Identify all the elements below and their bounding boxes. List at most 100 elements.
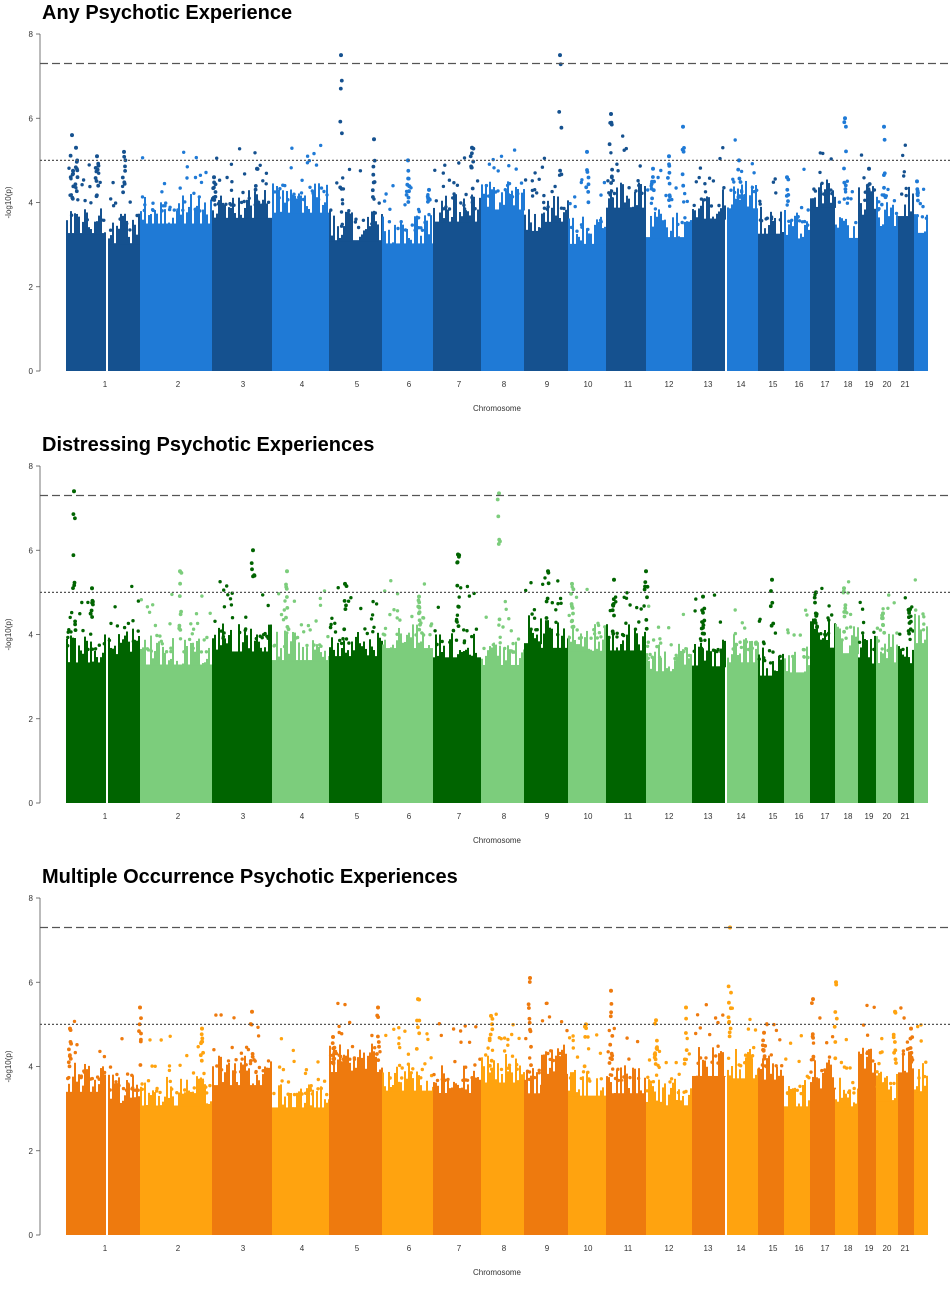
snp-point <box>496 189 499 192</box>
snp-peak-point <box>727 1015 731 1019</box>
snp-peak-point <box>585 168 589 172</box>
snp-peak-top <box>72 489 76 493</box>
snp-stripe <box>720 1051 722 1077</box>
snp-stripe <box>110 1099 112 1104</box>
snp-stripe <box>250 206 252 219</box>
snp-point <box>312 152 315 155</box>
snp-stripe <box>94 222 96 234</box>
snp-stripe <box>547 201 549 223</box>
snp-stripe <box>98 1084 100 1093</box>
snp-stripe <box>497 656 499 666</box>
snp-point <box>879 1085 882 1088</box>
snp-point <box>312 643 315 646</box>
snp-stripe <box>435 634 437 658</box>
snp-point <box>673 657 676 660</box>
snp-point <box>333 622 336 625</box>
x-tick-label: 1 <box>103 1244 108 1253</box>
snp-stripe <box>843 1090 845 1107</box>
snp-point <box>388 220 391 223</box>
snp-point <box>738 641 741 644</box>
snp-point <box>500 1037 503 1040</box>
snp-stripe <box>134 1097 136 1104</box>
snp-point <box>319 597 322 600</box>
snp-point <box>336 1002 339 1005</box>
snp-peak-top <box>570 582 574 586</box>
snp-stripe <box>702 1060 704 1077</box>
snp-stripe <box>592 1096 594 1097</box>
snp-stripe <box>495 210 497 211</box>
snp-point <box>341 198 344 201</box>
snp-point <box>575 230 578 233</box>
snp-peak-point <box>496 515 500 519</box>
snp-stripe <box>479 198 481 223</box>
snp-stripe <box>343 226 345 241</box>
snp-stripe <box>455 1083 457 1094</box>
snp-stripe <box>242 1065 244 1087</box>
snp-point <box>323 1080 326 1083</box>
snp-stripe <box>351 642 353 658</box>
snp-stripe <box>747 207 749 210</box>
snp-point <box>657 626 660 629</box>
snp-peak-top <box>372 137 376 141</box>
snp-stripe <box>551 1050 553 1075</box>
snp-point <box>214 1013 217 1016</box>
snp-stripe <box>739 653 741 663</box>
snp-point <box>677 656 680 659</box>
snp-point <box>625 147 628 150</box>
snp-peak-point <box>668 182 672 186</box>
snp-stripe <box>650 216 652 238</box>
snp-point <box>662 221 665 224</box>
snp-peak-point <box>415 1019 419 1023</box>
snp-point <box>517 1037 520 1040</box>
snp-stripe <box>688 222 690 238</box>
snp-stripe <box>278 190 280 214</box>
snp-point <box>474 1025 477 1028</box>
snp-peak-point <box>139 1040 143 1044</box>
snp-stripe <box>860 203 862 216</box>
snp-stripe <box>855 1104 857 1108</box>
snp-stripe <box>774 218 776 235</box>
snp-point <box>245 1046 248 1049</box>
snp-point <box>125 1089 128 1092</box>
snp-point <box>914 608 917 611</box>
snp-point <box>464 1066 467 1069</box>
snp-stripe <box>858 1052 860 1076</box>
snp-point <box>404 228 407 231</box>
snp-stripe <box>824 1071 826 1090</box>
snp-point <box>791 1091 794 1094</box>
snp-stripe <box>116 226 118 244</box>
snp-stripe <box>228 635 230 652</box>
snp-peak-top <box>343 582 347 586</box>
snp-stripe <box>882 224 884 227</box>
y-tick-label: 2 <box>29 715 34 724</box>
snp-stripe <box>652 227 654 239</box>
snp-stripe <box>731 1066 733 1079</box>
snp-point <box>507 617 510 620</box>
snp-point <box>244 629 247 632</box>
snp-point <box>688 1052 691 1055</box>
snp-point <box>881 647 884 650</box>
snp-stripe <box>264 190 266 219</box>
x-tick-label: 13 <box>704 1244 713 1253</box>
snp-stripe <box>638 1068 640 1094</box>
snp-point <box>545 1002 548 1005</box>
snp-point <box>670 1077 673 1080</box>
snp-stripe <box>902 655 904 665</box>
snp-peak-point <box>342 627 346 631</box>
snp-point <box>524 178 527 181</box>
snp-point <box>192 192 195 195</box>
snp-point <box>182 650 185 653</box>
snp-peak-top <box>212 175 216 179</box>
snp-point <box>503 1036 506 1039</box>
snp-peak-point <box>610 197 614 201</box>
snp-point <box>129 200 132 203</box>
snp-point <box>200 594 203 597</box>
snp-peak-point <box>608 1043 612 1047</box>
snp-point <box>865 1052 868 1055</box>
snp-stripe <box>830 1065 832 1090</box>
snp-stripe <box>216 214 218 219</box>
snp-point <box>574 205 577 208</box>
snp-peak-point <box>883 138 887 142</box>
snp-point <box>195 612 198 615</box>
snp-peak-point <box>456 560 460 564</box>
